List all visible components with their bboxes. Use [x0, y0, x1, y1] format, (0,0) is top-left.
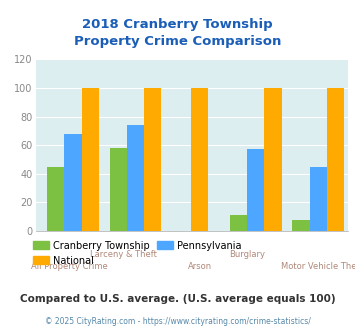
Bar	[327, 88, 344, 231]
Text: © 2025 CityRating.com - https://www.cityrating.com/crime-statistics/: © 2025 CityRating.com - https://www.city…	[45, 317, 310, 326]
Text: Larceny & Theft: Larceny & Theft	[90, 249, 157, 259]
Text: 2018 Cranberry Township
Property Crime Comparison: 2018 Cranberry Township Property Crime C…	[74, 18, 281, 48]
Bar	[310, 167, 327, 231]
Bar	[110, 148, 127, 231]
Bar	[264, 88, 282, 231]
Bar	[144, 88, 161, 231]
Bar	[247, 149, 264, 231]
Text: Burglary: Burglary	[229, 249, 265, 259]
Text: Arson: Arson	[187, 262, 212, 272]
Text: Compared to U.S. average. (U.S. average equals 100): Compared to U.S. average. (U.S. average …	[20, 294, 335, 304]
Bar	[230, 215, 247, 231]
Text: Motor Vehicle Theft: Motor Vehicle Theft	[281, 262, 355, 272]
Bar	[64, 134, 82, 231]
Bar	[127, 125, 144, 231]
Bar	[191, 88, 208, 231]
Legend: Cranberry Township, National, Pennsylvania: Cranberry Township, National, Pennsylvan…	[33, 241, 241, 266]
Text: All Property Crime: All Property Crime	[31, 262, 108, 272]
Bar	[82, 88, 99, 231]
Bar	[47, 167, 64, 231]
Bar	[293, 219, 310, 231]
